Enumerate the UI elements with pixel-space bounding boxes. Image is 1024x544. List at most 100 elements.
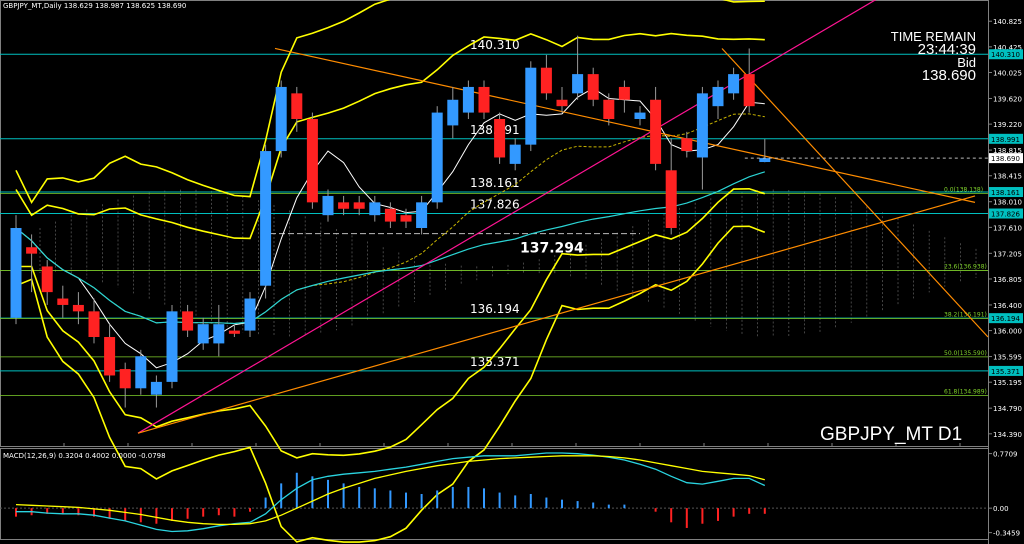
level-tag bbox=[989, 365, 1023, 376]
candle-bull bbox=[244, 298, 256, 331]
candle-bull bbox=[696, 93, 708, 158]
level-label: 137.826 bbox=[470, 198, 520, 212]
symbol-info: GBPJPY_MT,Daily 138.629 138.987 138.625 … bbox=[3, 2, 187, 10]
candle-bull bbox=[322, 195, 334, 216]
candle-bull bbox=[712, 86, 724, 107]
candle-bull bbox=[260, 151, 272, 286]
candle-bear bbox=[41, 266, 53, 293]
candle-bear bbox=[306, 119, 318, 203]
symbol-timeframe-label: GBPJPY_MT D1 bbox=[820, 424, 963, 445]
bollinger-upper-2 bbox=[15, 32, 765, 240]
level-label: 136.194 bbox=[470, 302, 520, 316]
level-tag-label: 137.826 bbox=[991, 211, 1020, 219]
candle-bull bbox=[525, 67, 537, 145]
level-label: 135.371 bbox=[470, 355, 520, 369]
candle-bear bbox=[26, 247, 38, 254]
y-tick-label: 136.000 bbox=[993, 328, 1022, 336]
candle-bull bbox=[213, 324, 225, 344]
level-label: 138.161 bbox=[470, 176, 520, 190]
y-tick-label: 137.610 bbox=[993, 224, 1022, 232]
candle-bull bbox=[431, 112, 443, 203]
candle-bull bbox=[10, 228, 22, 318]
candle-bear bbox=[338, 202, 350, 209]
fibo-label: 0.0(138.138) bbox=[944, 187, 983, 194]
countdown-panel: TIME REMAIN 23:44:39 Bid 138.690 bbox=[890, 29, 976, 84]
y-tick-label: 140.425 bbox=[993, 44, 1022, 52]
time-remain-label: TIME REMAIN bbox=[890, 29, 976, 44]
candle-bear bbox=[587, 74, 599, 100]
candle-bull bbox=[369, 202, 381, 216]
time-remain-value: 23:44:39 bbox=[917, 41, 976, 58]
macd-signal-line bbox=[15, 455, 765, 526]
candle-bull bbox=[275, 86, 287, 152]
candle-bull bbox=[759, 158, 771, 163]
candle-bear bbox=[743, 74, 755, 107]
candle-bear bbox=[681, 138, 693, 152]
macd-y-tick-label: 0.00 bbox=[993, 505, 1009, 513]
y-tick-label: 136.805 bbox=[993, 276, 1022, 284]
level-tag-label: 135.371 bbox=[991, 368, 1020, 376]
candle-bear bbox=[618, 86, 630, 100]
candle-bear bbox=[119, 369, 131, 389]
trendline-pink bbox=[137, 0, 877, 434]
trendline-support bbox=[137, 195, 976, 434]
candle-bear bbox=[540, 67, 552, 94]
bollinger-upper-3 bbox=[15, 0, 765, 205]
y-tick-label: 138.815 bbox=[993, 147, 1022, 155]
level-tag-label: 136.194 bbox=[991, 315, 1020, 323]
candle-bull bbox=[462, 86, 474, 113]
candle-bear bbox=[494, 119, 506, 158]
y-tick-label: 139.620 bbox=[993, 95, 1022, 103]
y-tick-label: 137.205 bbox=[993, 250, 1022, 258]
candle-bull bbox=[150, 381, 162, 395]
level-label: 140.310 bbox=[470, 38, 520, 52]
level-tag bbox=[989, 133, 1023, 144]
candle-bear bbox=[603, 99, 615, 119]
trendline-resistance bbox=[274, 47, 976, 203]
candle-bear bbox=[104, 337, 116, 376]
current-price-tag bbox=[989, 153, 1023, 164]
candle-bear bbox=[556, 99, 568, 107]
candle-bear bbox=[400, 215, 412, 222]
bollinger-lower-2 bbox=[16, 187, 766, 459]
bid-label: Bid bbox=[957, 55, 976, 70]
level-tag-label: 140.310 bbox=[991, 51, 1020, 59]
candle-bear bbox=[353, 202, 365, 209]
macd-plot-frame bbox=[0, 448, 989, 540]
candle-bear bbox=[650, 99, 662, 164]
candle-bear bbox=[182, 311, 194, 331]
candle-bull bbox=[135, 356, 147, 389]
candle-bull bbox=[447, 99, 459, 126]
candle-bear bbox=[665, 170, 677, 228]
level-tag-label: 138.991 bbox=[991, 136, 1020, 144]
candle-bull bbox=[728, 74, 740, 94]
macd-y-tick-label: 0.7709 bbox=[993, 451, 1018, 459]
macd-line bbox=[16, 452, 766, 533]
candle-bull bbox=[509, 144, 521, 164]
y-tick-label: 140.825 bbox=[993, 18, 1022, 26]
candle-bear bbox=[478, 86, 490, 113]
macd-y-tick-label: -0.3459 bbox=[993, 530, 1020, 538]
candle-bear bbox=[57, 298, 69, 305]
level-tag bbox=[989, 313, 1023, 324]
trendline-down bbox=[721, 48, 989, 338]
candle-bear bbox=[291, 93, 303, 119]
bollinger-lower-3 bbox=[15, 225, 766, 543]
y-tick-label: 135.195 bbox=[993, 379, 1022, 387]
current-price-tag-label: 138.690 bbox=[991, 155, 1020, 163]
y-tick-label: 136.400 bbox=[993, 302, 1022, 310]
ma-long-line bbox=[15, 171, 765, 325]
y-tick-label: 138.415 bbox=[993, 173, 1022, 181]
y-tick-label: 134.390 bbox=[993, 431, 1022, 439]
y-tick-label: 138.010 bbox=[993, 199, 1022, 207]
candle-bull bbox=[572, 74, 584, 94]
macd-info: MACD(12,26,9) 0.3204 0.4002 0.0000 -0.07… bbox=[3, 452, 166, 460]
candle-bear bbox=[88, 311, 100, 337]
candle-bull bbox=[197, 324, 209, 344]
bid-value: 138.690 bbox=[921, 67, 976, 84]
y-tick-label: 140.025 bbox=[993, 70, 1022, 78]
highlight-level-label: 137.294 bbox=[520, 241, 584, 257]
y-tick-label: 134.790 bbox=[993, 405, 1022, 413]
candle-bear bbox=[72, 304, 84, 312]
